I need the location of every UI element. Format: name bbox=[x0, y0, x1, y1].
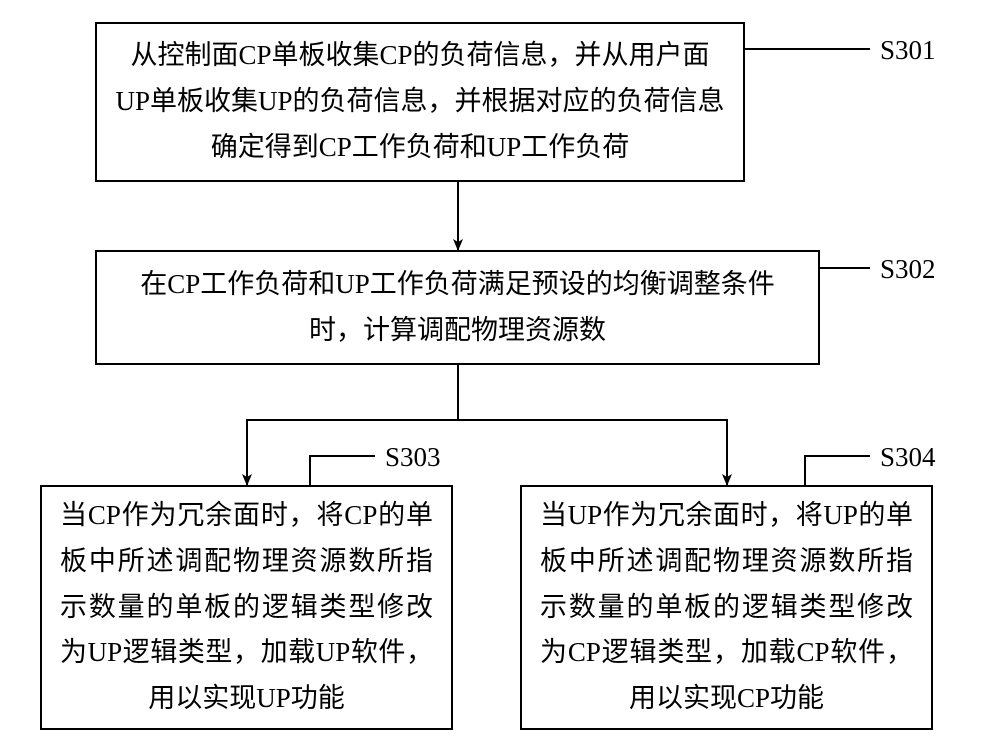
step-s304-box: 当UP作为冗余面时，将UP的单板中所述调配物理资源数所指示数量的单板的逻辑类型修… bbox=[520, 485, 933, 730]
step-s303-text: 当CP作为冗余面时，将CP的单板中所述调配物理资源数所指示数量的单板的逻辑类型修… bbox=[60, 493, 433, 722]
step-s304-label: S304 bbox=[880, 442, 936, 473]
s302-connector bbox=[820, 267, 870, 269]
s303-connector-v bbox=[309, 456, 311, 485]
s304-connector-v bbox=[804, 456, 806, 485]
step-s304-text: 当UP作为冗余面时，将UP的单板中所述调配物理资源数所指示数量的单板的逻辑类型修… bbox=[540, 493, 913, 722]
step-s302-label: S302 bbox=[880, 254, 936, 285]
s303-connector-h bbox=[309, 455, 375, 457]
s301-connector bbox=[745, 48, 870, 50]
step-s302-text: 在CP工作负荷和UP工作负荷满足预设的均衡调整条件时，计算调配物理资源数 bbox=[115, 262, 800, 354]
step-s301-text: 从控制面CP单板收集CP的负荷信息，并从用户面UP单板收集UP的负荷信息，并根据… bbox=[115, 33, 725, 171]
flowchart-canvas: 从控制面CP单板收集CP的负荷信息，并从用户面UP单板收集UP的负荷信息，并根据… bbox=[0, 0, 1000, 751]
s304-connector-h bbox=[804, 455, 870, 457]
step-s301-label: S301 bbox=[880, 35, 936, 66]
step-s302-box: 在CP工作负荷和UP工作负荷满足预设的均衡调整条件时，计算调配物理资源数 bbox=[95, 250, 820, 365]
step-s303-box: 当CP作为冗余面时，将CP的单板中所述调配物理资源数所指示数量的单板的逻辑类型修… bbox=[40, 485, 453, 730]
step-s301-box: 从控制面CP单板收集CP的负荷信息，并从用户面UP单板收集UP的负荷信息，并根据… bbox=[95, 22, 745, 182]
step-s303-label: S303 bbox=[385, 442, 441, 473]
